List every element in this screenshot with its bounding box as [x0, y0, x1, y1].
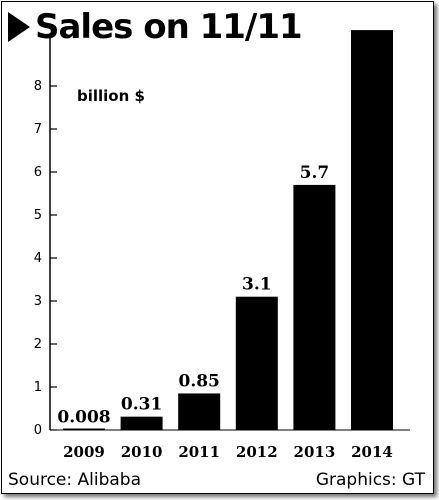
y-tick-label: 2: [34, 337, 42, 352]
y-tick-label: 8: [34, 79, 42, 94]
data-label: 5.7: [300, 163, 330, 183]
data-label: 3.1: [242, 275, 272, 295]
data-label: 0.31: [121, 395, 162, 415]
chart-footer: Source: Alibaba Graphics: GT: [8, 470, 425, 490]
source-note: Source: Alibaba: [8, 470, 142, 490]
title-arrow-icon: [8, 12, 30, 42]
x-tick-label: 2011: [178, 443, 220, 461]
data-label: 0.008: [57, 408, 110, 428]
y-tick-label: 0: [34, 423, 42, 438]
y-tick-label: 4: [34, 251, 42, 266]
y-axis-unit-label: billion $: [77, 87, 145, 105]
chart-title-text: Sales on 11/11: [35, 7, 303, 47]
x-tick-label: 2012: [236, 443, 278, 461]
bar-2010: [120, 416, 163, 430]
data-label: 9.3: [357, 39, 387, 59]
x-tick-label: 2014: [351, 443, 393, 461]
bars: 2009 0.008 2010 0.31 2011 0.85 2012 3.1 2013 5.7 2…: [57, 30, 393, 461]
bar-2011: [178, 393, 221, 430]
y-tick-label: 7: [34, 122, 42, 137]
data-label: 0.85: [178, 371, 219, 391]
bar-2014: [351, 30, 393, 430]
y-tick-label: 5: [34, 208, 42, 223]
y-tick-label: 6: [34, 165, 42, 180]
x-tick-label: 2010: [121, 443, 163, 461]
bar-2009: [63, 428, 105, 430]
x-tick-label: 2013: [294, 443, 336, 461]
chart-title: Sales on 11/11: [8, 7, 303, 47]
bar-2012: [235, 296, 278, 430]
graphics-credit: Graphics: GT: [315, 470, 425, 490]
y-tick-label: 3: [34, 294, 42, 309]
y-axis: 0 1 2 3 4 5 6 7 8: [34, 34, 410, 438]
bar-2013: [293, 184, 336, 430]
y-tick-label: 1: [34, 380, 42, 395]
x-tick-label: 2009: [63, 443, 105, 461]
